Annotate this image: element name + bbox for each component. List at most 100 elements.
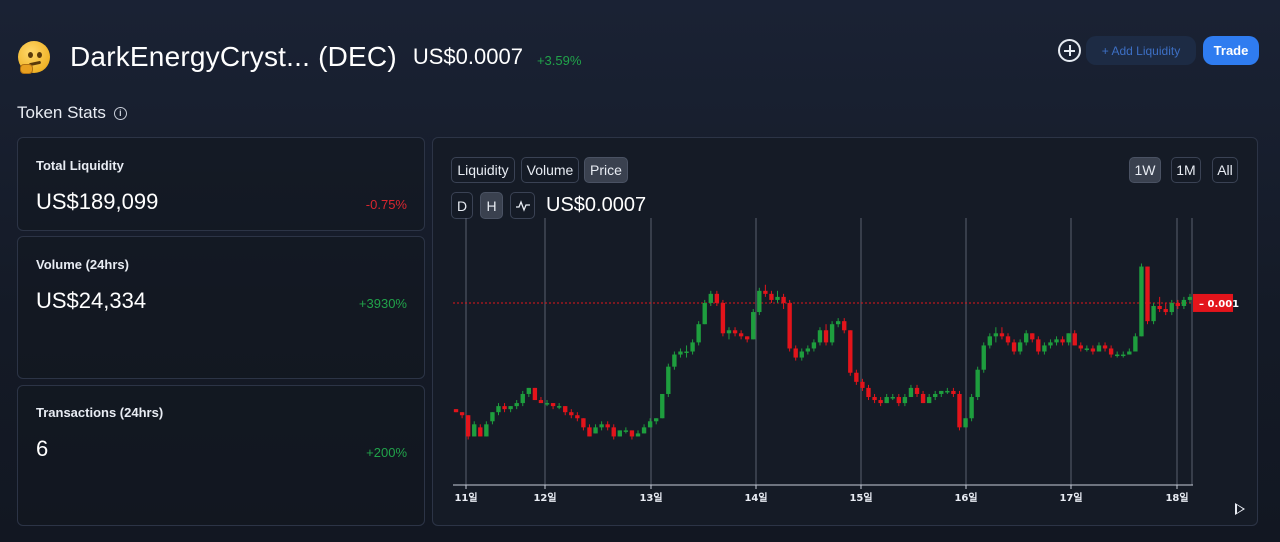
range-1w-button[interactable]: 1W — [1129, 157, 1161, 183]
price-chart-panel: Liquidity Volume Price 1W 1M All D H US$… — [432, 137, 1258, 526]
info-icon[interactable]: i — [113, 106, 127, 120]
interval-hour-button[interactable]: H — [480, 192, 503, 219]
price-marker-label: – 0.001 — [1199, 299, 1239, 310]
candle-body — [945, 390, 950, 393]
candle-body — [478, 427, 483, 437]
candle-body — [1163, 309, 1168, 313]
candle-body — [1024, 333, 1029, 343]
candle-body — [666, 366, 671, 394]
thinking-face-icon — [18, 41, 50, 74]
candle-body — [629, 430, 635, 437]
candle-body — [720, 302, 726, 334]
card-change: -0.75% — [365, 197, 407, 212]
candle-body — [1181, 299, 1187, 306]
candle-body — [811, 342, 817, 349]
candle-body — [817, 330, 823, 343]
candle-body — [617, 430, 622, 437]
candle-body — [726, 330, 732, 334]
x-tick-label: 17일 — [1059, 491, 1082, 504]
candle-body — [1108, 348, 1114, 355]
x-tick-label: 16일 — [954, 491, 977, 504]
candle-body — [484, 424, 489, 437]
candle-body — [775, 296, 780, 300]
candle-body — [1175, 302, 1181, 306]
token-stats-title: Token Stats — [17, 103, 106, 122]
candle-body — [823, 330, 829, 343]
candle-body — [660, 393, 665, 419]
candle-body — [587, 427, 592, 437]
volume-card: Volume (24hrs) US$24,334 +3930% — [17, 236, 425, 379]
x-tick-label: 12일 — [533, 491, 556, 504]
candle-body — [981, 345, 986, 370]
candle-body — [769, 293, 774, 300]
range-1m-button[interactable]: 1M — [1171, 157, 1201, 183]
candle-body — [987, 336, 992, 346]
candle-body — [884, 397, 889, 404]
candle-body — [957, 393, 962, 428]
candle-body — [793, 348, 798, 358]
candle-body — [1139, 266, 1144, 337]
token-price: US$0.0007 — [412, 44, 523, 69]
candle-body — [799, 351, 804, 358]
range-all-button[interactable]: All — [1212, 157, 1238, 183]
candle-body — [854, 372, 859, 382]
tab-volume[interactable]: Volume — [521, 157, 579, 183]
trade-button[interactable]: Trade — [1203, 36, 1259, 65]
candle-body — [1036, 339, 1041, 352]
candle-body — [696, 324, 701, 343]
candle-body — [623, 430, 629, 432]
token-name: DarkEnergyCryst... (DEC) — [70, 41, 397, 72]
line-chart-toggle[interactable] — [510, 192, 535, 219]
card-change: +200% — [366, 445, 407, 460]
candle-body — [532, 387, 538, 401]
price-marker — [1193, 293, 1233, 312]
candle-body — [1072, 333, 1077, 346]
candle-body — [902, 397, 908, 404]
candle-body — [678, 351, 683, 355]
card-value: US$24,334 — [36, 288, 147, 313]
candle-body — [472, 424, 477, 437]
candle-body — [459, 412, 465, 416]
candle-body — [599, 424, 604, 428]
add-watchlist-icon[interactable] — [1058, 39, 1081, 62]
candle-body — [1151, 305, 1156, 322]
candle-body — [1090, 348, 1096, 352]
card-label: Total Liquidity — [36, 158, 124, 173]
candle-body — [1078, 345, 1083, 349]
candlestick-chart[interactable]: 11일 12일 13일 14일 15일 16일 17일 18일 – 0.001 — [433, 138, 1257, 525]
candle-body — [563, 406, 568, 413]
candle-body — [951, 390, 956, 394]
candle-body — [860, 381, 865, 388]
add-liquidity-button[interactable]: + Add Liquidity — [1086, 36, 1196, 65]
play-icon[interactable] — [1235, 503, 1245, 515]
candle-body — [975, 369, 980, 398]
tab-price[interactable]: Price — [584, 157, 628, 183]
candle-body — [805, 348, 811, 352]
candle-body — [1133, 336, 1138, 352]
candle-body — [569, 412, 574, 416]
candle-body — [751, 312, 756, 340]
candle-body — [581, 418, 586, 428]
candle-body — [1157, 305, 1162, 310]
candle-body — [781, 296, 786, 303]
x-tick-label: 14일 — [744, 491, 767, 504]
x-tick-label: 18일 — [1165, 491, 1188, 504]
candle-body — [672, 354, 677, 367]
candle-body — [538, 400, 544, 404]
candle-body — [939, 390, 944, 394]
interval-day-button[interactable]: D — [451, 192, 473, 219]
candle-body — [1017, 342, 1023, 352]
candle-body — [738, 333, 744, 337]
tab-liquidity[interactable]: Liquidity — [451, 157, 515, 183]
transactions-card: Transactions (24hrs) 6 +200% — [17, 385, 425, 526]
candle-body — [1011, 342, 1017, 352]
candle-body — [914, 387, 920, 394]
candle-body — [593, 427, 598, 434]
card-value: US$189,099 — [36, 189, 159, 214]
candle-body — [1102, 345, 1108, 349]
candle-body — [1042, 345, 1047, 352]
candle-body — [896, 397, 902, 404]
chart-current-price: US$0.0007 — [546, 194, 647, 216]
candle-body — [872, 397, 877, 401]
candle-body — [490, 412, 495, 422]
